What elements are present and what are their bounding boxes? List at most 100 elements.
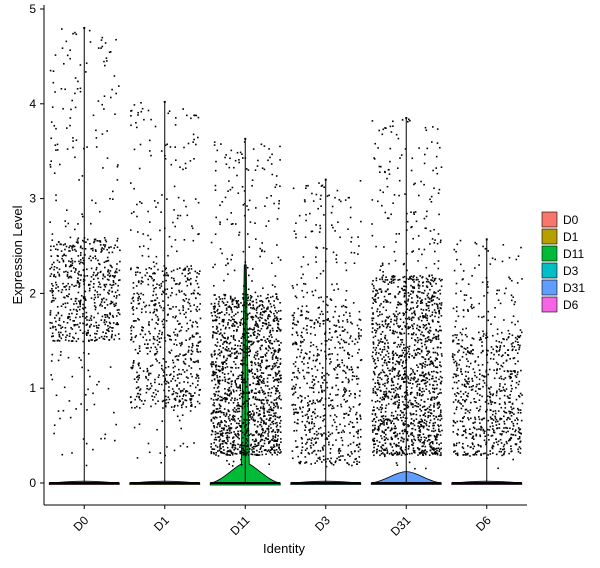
data-point [391,395,394,398]
data-point [356,341,359,344]
data-point [413,451,415,453]
data-point [142,281,144,283]
data-point [337,221,339,223]
data-point [177,214,179,217]
data-point [79,329,82,332]
data-point [80,245,82,248]
data-point [274,362,276,365]
data-point [251,185,253,187]
data-point [268,346,270,349]
data-point [431,311,434,314]
data-point [237,402,239,404]
data-point [379,454,381,457]
data-point [416,364,418,366]
data-point [184,162,187,165]
data-point [426,381,429,383]
data-point [275,443,278,445]
data-point [219,365,221,368]
data-point [424,337,427,340]
data-point [326,438,329,440]
data-point [154,125,157,128]
data-point [243,433,246,436]
data-point [193,138,195,141]
data-point [170,245,173,248]
data-point [373,287,375,290]
data-point [229,341,232,344]
data-point [230,308,232,310]
data-point [379,278,381,281]
data-point [324,343,327,346]
data-point [138,364,140,367]
data-point [181,343,183,345]
data-point [244,318,247,321]
data-point [108,339,111,341]
data-point [293,392,295,395]
data-point [268,340,270,342]
data-point [419,291,421,293]
data-point [240,378,243,381]
data-point [387,361,390,363]
data-point [112,280,115,282]
data-point [331,405,334,407]
data-point [261,344,263,347]
data-point [413,419,415,422]
data-point [344,299,347,301]
data-point [242,296,244,299]
data-point [275,297,278,300]
data-point [392,362,394,364]
data-point [312,344,315,346]
data-point [271,173,274,176]
data-point [219,410,222,412]
data-point [307,438,309,441]
data-point [130,366,132,369]
data-point [428,301,431,303]
data-point [230,370,232,373]
data-point [342,369,344,372]
data-point [360,418,362,420]
data-point [359,428,362,431]
data-point [300,310,303,313]
data-point [234,339,236,341]
data-point [428,421,431,424]
data-point [170,349,173,352]
data-point [268,335,271,338]
data-point [224,366,227,369]
data-point [433,435,436,437]
data-point [219,298,221,300]
data-point [156,360,158,362]
data-point [137,378,139,381]
data-point [375,347,378,349]
data-point [212,416,215,419]
data-point [197,342,200,344]
data-point [315,261,317,263]
data-point [312,391,315,393]
data-point [351,375,354,377]
data-point [439,375,442,378]
data-point [232,409,234,411]
data-point [174,225,176,228]
data-point [308,438,311,440]
data-point [79,300,82,303]
data-point [130,182,132,184]
data-point [76,323,79,326]
data-point [245,400,248,402]
data-point [255,411,258,414]
data-point [113,275,116,278]
data-point [258,383,261,386]
data-point [215,325,218,328]
data-point [307,395,309,397]
data-point [78,274,80,276]
data-point [312,200,315,202]
data-point [219,430,221,433]
data-point [221,320,224,323]
data-point [176,395,178,398]
data-point [325,357,327,360]
data-point [399,414,401,416]
data-point [271,368,273,371]
data-point [308,408,311,410]
data-point [312,444,315,446]
data-point [55,194,57,196]
data-point [428,329,431,332]
data-point [430,398,432,401]
data-point [83,147,85,150]
